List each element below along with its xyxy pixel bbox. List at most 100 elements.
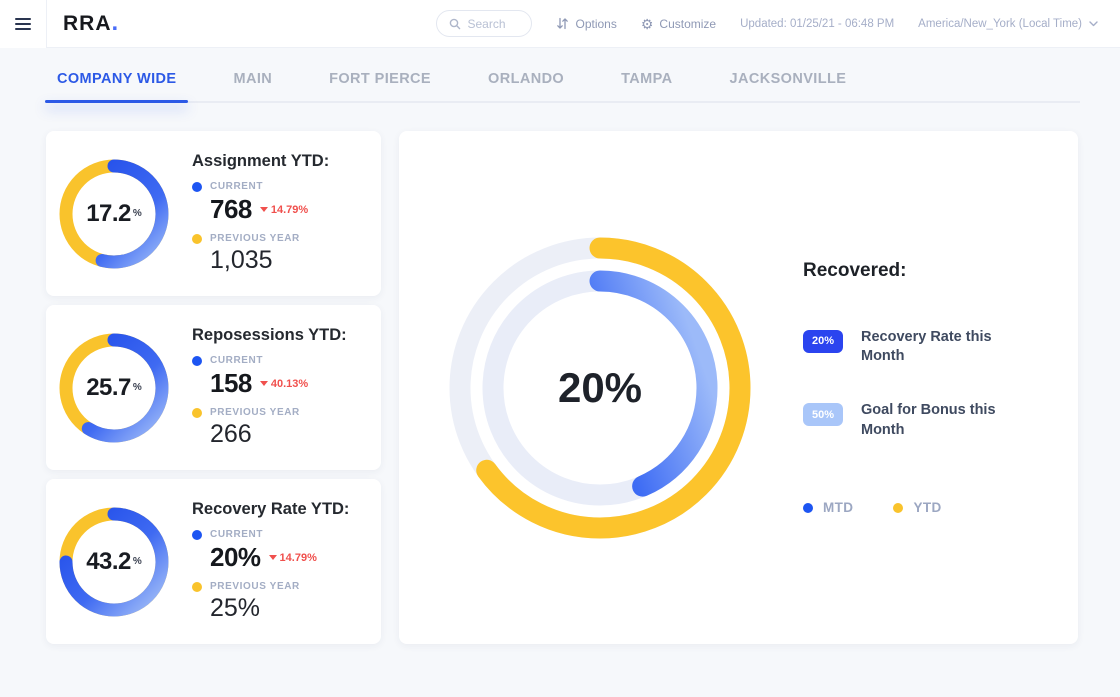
recovery-rate-donut-value: 43.2 <box>86 547 131 575</box>
down-triangle-icon <box>259 207 268 212</box>
down-triangle-icon <box>259 381 268 386</box>
goal-bonus-badge-label: Goal for Bonus this Month <box>861 402 996 438</box>
tab-fort-pierce[interactable]: FORT PIERCE <box>329 71 432 87</box>
chart-legend: MTD YTD <box>803 500 1011 515</box>
repossessions-donut-center: 25.7% <box>56 330 172 446</box>
recovered-donut-center: 20% <box>557 363 643 411</box>
search-icon <box>450 18 461 29</box>
delta-value: 14.79% <box>279 551 317 564</box>
repossessions-ytd-card: 25.7% Reposessions YTD: CURRENT 158 40.1… <box>46 305 381 470</box>
recovery-rate-badge-row: 20% Recovery Rate this Month <box>803 328 1011 367</box>
assignment-donut-unit: % <box>132 208 142 219</box>
current-value: 20% <box>210 542 261 572</box>
legend-item-mtd: MTD <box>803 500 853 515</box>
assignment-card-title: Assignment YTD: <box>192 152 330 170</box>
blue-dot-icon <box>192 181 202 192</box>
tab-orlando[interactable]: ORLANDO <box>488 71 565 87</box>
delta-badge: 14.79% <box>268 551 317 564</box>
yellow-dot-icon <box>192 581 202 592</box>
customize-label: Customize <box>659 16 717 31</box>
repossessions-donut-unit: % <box>132 382 142 393</box>
goal-bonus-badge: 50% <box>803 403 843 426</box>
mtd-dot-icon <box>803 502 813 513</box>
recovered-panel: Recovered: 20% Recovery Rate this Month … <box>803 260 1011 515</box>
down-triangle-icon <box>268 555 277 560</box>
assignment-donut-value: 17.2 <box>86 199 131 227</box>
current-legend: CURRENT <box>192 355 365 366</box>
assignment-card-info: Assignment YTD: CURRENT 768 14.79% PREVI… <box>192 152 365 275</box>
delta-value: 14.79% <box>270 203 309 216</box>
tab-tampa[interactable]: TAMPA <box>621 71 673 87</box>
location-tabs: COMPANY WIDE MAIN FORT PIERCE ORLANDO TA… <box>44 71 1080 103</box>
assignment-donut-center: 17.2% <box>56 156 172 272</box>
previous-legend: PREVIOUS YEAR <box>192 407 365 418</box>
recovery-rate-donut-chart: 43.2% <box>56 504 172 620</box>
current-value: 158 <box>210 368 252 398</box>
previous-label: PREVIOUS YEAR <box>210 407 300 418</box>
recovered-donut-chart: 20% <box>439 227 761 549</box>
previous-label: PREVIOUS YEAR <box>210 581 300 592</box>
search-input[interactable] <box>467 16 520 31</box>
current-legend: CURRENT <box>192 529 365 540</box>
current-value-row: 158 40.13% <box>210 368 365 399</box>
options-button[interactable]: Options <box>556 16 617 31</box>
previous-label: PREVIOUS YEAR <box>210 233 300 244</box>
chevron-down-icon <box>1089 20 1098 26</box>
previous-value: 25% <box>210 594 261 622</box>
current-label: CURRENT <box>210 529 264 540</box>
dashboard-content: 17.2% Assignment YTD: CURRENT 768 14.79% <box>0 103 1120 644</box>
updated-timestamp: Updated: 01/25/21 - 06:48 PM <box>740 17 895 30</box>
kpi-column: 17.2% Assignment YTD: CURRENT 768 14.79% <box>46 131 381 644</box>
blue-dot-icon <box>192 529 202 540</box>
previous-legend: PREVIOUS YEAR <box>192 581 365 592</box>
legend-item-ytd: YTD <box>893 500 941 515</box>
repossessions-card-title: Reposessions YTD: <box>192 326 347 344</box>
gear-icon: ⚙ <box>640 15 654 32</box>
recovery-rate-badge-label: Recovery Rate this Month <box>861 328 992 365</box>
topbar: RRA. Options ⚙ Customize Updated: 01/25/… <box>0 0 1120 48</box>
topbar-actions: Options ⚙ Customize Updated: 01/25/21 - … <box>436 10 1098 37</box>
tab-company-wide[interactable]: COMPANY WIDE <box>44 71 189 103</box>
delta-badge: 40.13% <box>259 377 309 390</box>
current-value: 768 <box>210 194 252 224</box>
current-label: CURRENT <box>210 355 264 366</box>
previous-value: 1,035 <box>210 246 273 274</box>
previous-legend: PREVIOUS YEAR <box>192 233 365 244</box>
current-value-row: 768 14.79% <box>210 194 365 225</box>
ytd-dot-icon <box>893 502 904 513</box>
hamburger-menu-icon[interactable] <box>0 0 47 48</box>
logo-text: RRA <box>63 11 112 35</box>
customize-button[interactable]: ⚙ Customize <box>641 17 716 31</box>
current-legend: CURRENT <box>192 181 365 192</box>
recovery-rate-donut-unit: % <box>132 556 142 567</box>
recovered-title: Recovered: <box>803 259 907 281</box>
assignment-ytd-card: 17.2% Assignment YTD: CURRENT 768 14.79% <box>46 131 381 296</box>
recovery-rate-donut-center: 43.2% <box>56 504 172 620</box>
recovered-card: 20% Recovered: 20% Recovery Rate this Mo… <box>399 131 1078 644</box>
repossessions-card-info: Reposessions YTD: CURRENT 158 40.13% PRE… <box>192 326 365 449</box>
recovery-rate-badge: 20% <box>803 329 843 353</box>
recovery-rate-ytd-card: 43.2% Recovery Rate YTD: CURRENT 20% 14.… <box>46 479 381 644</box>
repossessions-donut-value: 25.7 <box>86 373 131 401</box>
ytd-label: YTD <box>913 500 942 516</box>
tab-main[interactable]: MAIN <box>233 71 273 87</box>
previous-value: 266 <box>210 420 252 448</box>
repossessions-donut-chart: 25.7% <box>56 330 172 446</box>
recovery-rate-card-title: Recovery Rate YTD: <box>192 500 350 518</box>
delta-value: 40.13% <box>270 377 309 390</box>
recovery-rate-card-info: Recovery Rate YTD: CURRENT 20% 14.79% PR… <box>192 500 365 623</box>
mtd-label: MTD <box>823 500 854 516</box>
yellow-dot-icon <box>192 407 202 418</box>
goal-bonus-badge-row: 50% Goal for Bonus this Month <box>803 401 1011 440</box>
tab-jacksonville[interactable]: JACKSONVILLE <box>729 71 847 87</box>
app-logo: RRA. <box>63 8 120 36</box>
logo-dot: . <box>111 8 120 36</box>
timezone-label: America/New_York (Local Time) <box>918 17 1082 30</box>
yellow-dot-icon <box>192 233 202 244</box>
search-box[interactable] <box>436 10 533 37</box>
assignment-donut-chart: 17.2% <box>56 156 172 272</box>
timezone-dropdown[interactable]: America/New_York (Local Time) <box>918 18 1098 30</box>
current-value-row: 20% 14.79% <box>210 542 365 573</box>
blue-dot-icon <box>192 355 202 366</box>
options-label: Options <box>575 16 617 31</box>
